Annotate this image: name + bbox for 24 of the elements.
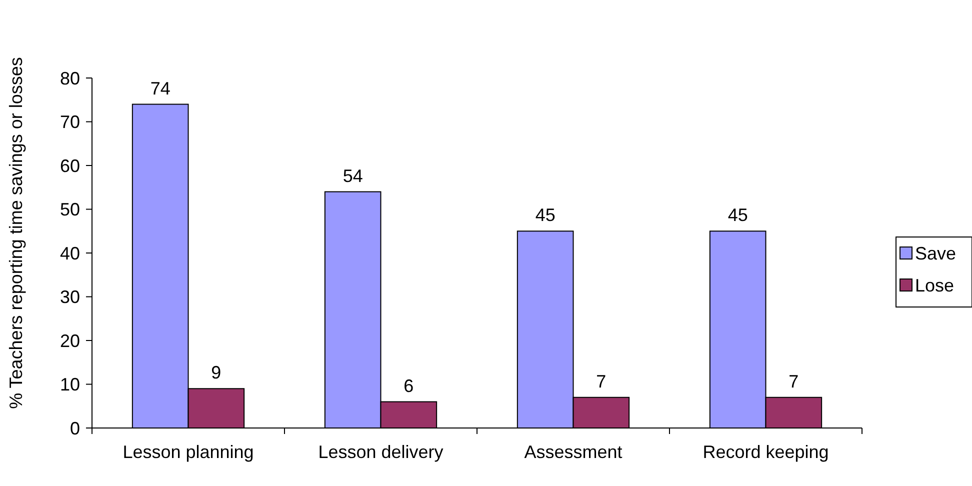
data-label: 54 — [342, 166, 363, 186]
data-label: 9 — [211, 362, 222, 383]
data-label: 7 — [596, 371, 606, 392]
x-tick-label: Record keeping — [702, 442, 829, 462]
y-tick-label: 80 — [60, 68, 80, 88]
x-tick-label: Lesson planning — [122, 442, 254, 462]
y-tick-label: 70 — [60, 112, 80, 132]
data-label: 45 — [728, 205, 748, 226]
legend-label: Save — [915, 243, 956, 264]
y-tick-label: 20 — [60, 330, 80, 351]
data-label: 6 — [404, 376, 414, 396]
data-label: 45 — [535, 205, 556, 226]
y-tick-label: 50 — [60, 200, 80, 220]
y-axis-title: % Teachers reporting time savings or losses — [6, 57, 26, 409]
y-tick-label: 10 — [60, 374, 80, 395]
y-tick-label: 60 — [60, 156, 80, 176]
data-label: 74 — [150, 78, 170, 98]
y-tick-label: 30 — [60, 287, 80, 308]
legend-label: Lose — [915, 275, 954, 296]
data-label: 7 — [788, 371, 799, 392]
x-tick-label: Assessment — [524, 442, 622, 462]
y-tick-label: 0 — [70, 418, 80, 438]
y-tick-label: 40 — [60, 243, 80, 264]
x-tick-label: Lesson delivery — [318, 442, 444, 462]
